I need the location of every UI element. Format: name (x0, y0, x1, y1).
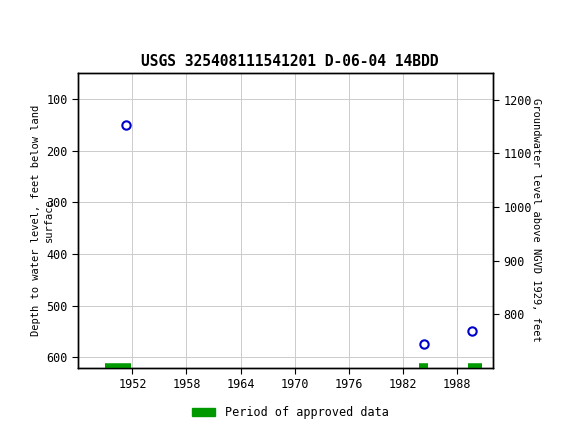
Y-axis label: Groundwater level above NGVD 1929, feet: Groundwater level above NGVD 1929, feet (531, 98, 541, 342)
Text: ╳: ╳ (3, 10, 16, 35)
Y-axis label: Depth to water level, feet below land
surface: Depth to water level, feet below land su… (31, 105, 54, 336)
Legend: Period of approved data: Period of approved data (187, 402, 393, 424)
Text: USGS: USGS (5, 14, 60, 31)
Text: USGS 325408111541201 D-06-04 14BDD: USGS 325408111541201 D-06-04 14BDD (142, 54, 438, 69)
FancyBboxPatch shape (5, 7, 63, 38)
